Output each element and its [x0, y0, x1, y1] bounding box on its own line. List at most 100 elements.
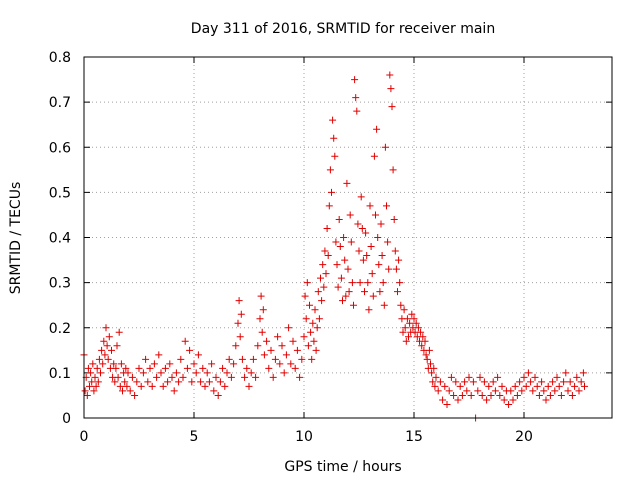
data-point — [396, 279, 404, 287]
data-point — [529, 387, 537, 395]
data-point — [157, 369, 165, 377]
data-point — [263, 337, 271, 345]
data-point — [186, 346, 194, 354]
data-point — [452, 378, 460, 386]
chart-title: Day 311 of 2016, SRMTID for receiver mai… — [191, 21, 495, 37]
data-point — [507, 387, 515, 395]
data-point — [153, 373, 161, 381]
data-point — [483, 396, 491, 404]
data-point — [331, 152, 339, 160]
data-point — [447, 373, 455, 381]
data-point — [95, 355, 103, 363]
data-point — [357, 193, 365, 201]
data-point — [122, 364, 130, 372]
data-point — [208, 360, 216, 368]
data-point — [456, 382, 464, 390]
data-point — [221, 382, 229, 390]
data-point — [155, 351, 163, 359]
data-point — [434, 387, 442, 395]
data-point — [203, 369, 211, 377]
grid — [84, 57, 612, 418]
data-point — [194, 351, 202, 359]
data-point — [355, 247, 363, 255]
data-point — [354, 220, 362, 228]
data-point — [579, 369, 587, 377]
data-point — [509, 396, 517, 404]
data-point — [291, 364, 299, 372]
data-point — [319, 261, 327, 269]
data-point — [581, 382, 588, 390]
data-point — [91, 373, 99, 381]
data-point — [335, 215, 343, 223]
data-point — [278, 342, 286, 350]
data-point — [326, 166, 334, 174]
data-point — [144, 378, 152, 386]
data-point — [234, 319, 242, 327]
data-point — [549, 378, 557, 386]
data-point — [232, 342, 240, 350]
data-point — [197, 378, 205, 386]
data-point — [341, 256, 349, 264]
data-point — [564, 387, 572, 395]
data-point — [124, 369, 132, 377]
data-point — [370, 152, 378, 160]
data-point — [312, 346, 320, 354]
data-point — [350, 301, 357, 309]
data-point — [214, 391, 222, 399]
data-point — [119, 387, 126, 395]
data-point — [401, 324, 409, 332]
y-tick-label: 0.5 — [49, 185, 71, 201]
data-point — [131, 391, 139, 399]
data-point — [135, 364, 143, 372]
data-point — [190, 360, 198, 368]
data-point — [241, 373, 249, 381]
data-point — [431, 382, 439, 390]
data-point — [325, 202, 333, 210]
data-point — [394, 288, 401, 296]
data-point — [531, 373, 539, 381]
data-point — [551, 387, 559, 395]
data-point — [267, 346, 275, 354]
data-point — [282, 351, 290, 359]
data-point — [112, 364, 120, 372]
data-point — [329, 116, 337, 124]
data-point — [353, 107, 361, 115]
data-point — [94, 378, 102, 386]
data-point — [351, 76, 359, 84]
data-point — [427, 360, 434, 368]
data-point — [336, 243, 344, 251]
data-point — [348, 279, 356, 287]
data-point — [296, 373, 304, 381]
data-point — [573, 373, 581, 381]
data-point — [271, 355, 279, 363]
data-point — [467, 391, 475, 399]
data-point — [562, 369, 570, 377]
data-point — [377, 220, 385, 228]
data-point — [252, 373, 260, 381]
y-tick-label: 0.6 — [49, 140, 71, 156]
data-point — [555, 382, 563, 390]
data-point — [111, 378, 119, 386]
data-point — [505, 400, 513, 408]
data-point — [535, 391, 543, 399]
x-tick-label: 0 — [80, 429, 89, 445]
data-point — [369, 292, 377, 300]
data-point — [480, 378, 488, 386]
data-point — [110, 360, 118, 368]
data-point — [101, 351, 109, 359]
data-point — [513, 391, 521, 399]
data-point — [146, 364, 154, 372]
data-point — [269, 373, 277, 381]
data-point — [313, 324, 321, 332]
data-point — [487, 391, 495, 399]
data-point — [308, 355, 316, 363]
data-point — [314, 288, 322, 296]
data-point — [380, 301, 388, 309]
data-point — [408, 310, 416, 318]
data-point — [126, 387, 134, 395]
data-point — [373, 125, 381, 133]
y-axis-label: SRMTID / TECUs — [8, 182, 24, 295]
data-point — [399, 328, 407, 336]
data-point — [443, 400, 451, 408]
data-point — [98, 346, 106, 354]
